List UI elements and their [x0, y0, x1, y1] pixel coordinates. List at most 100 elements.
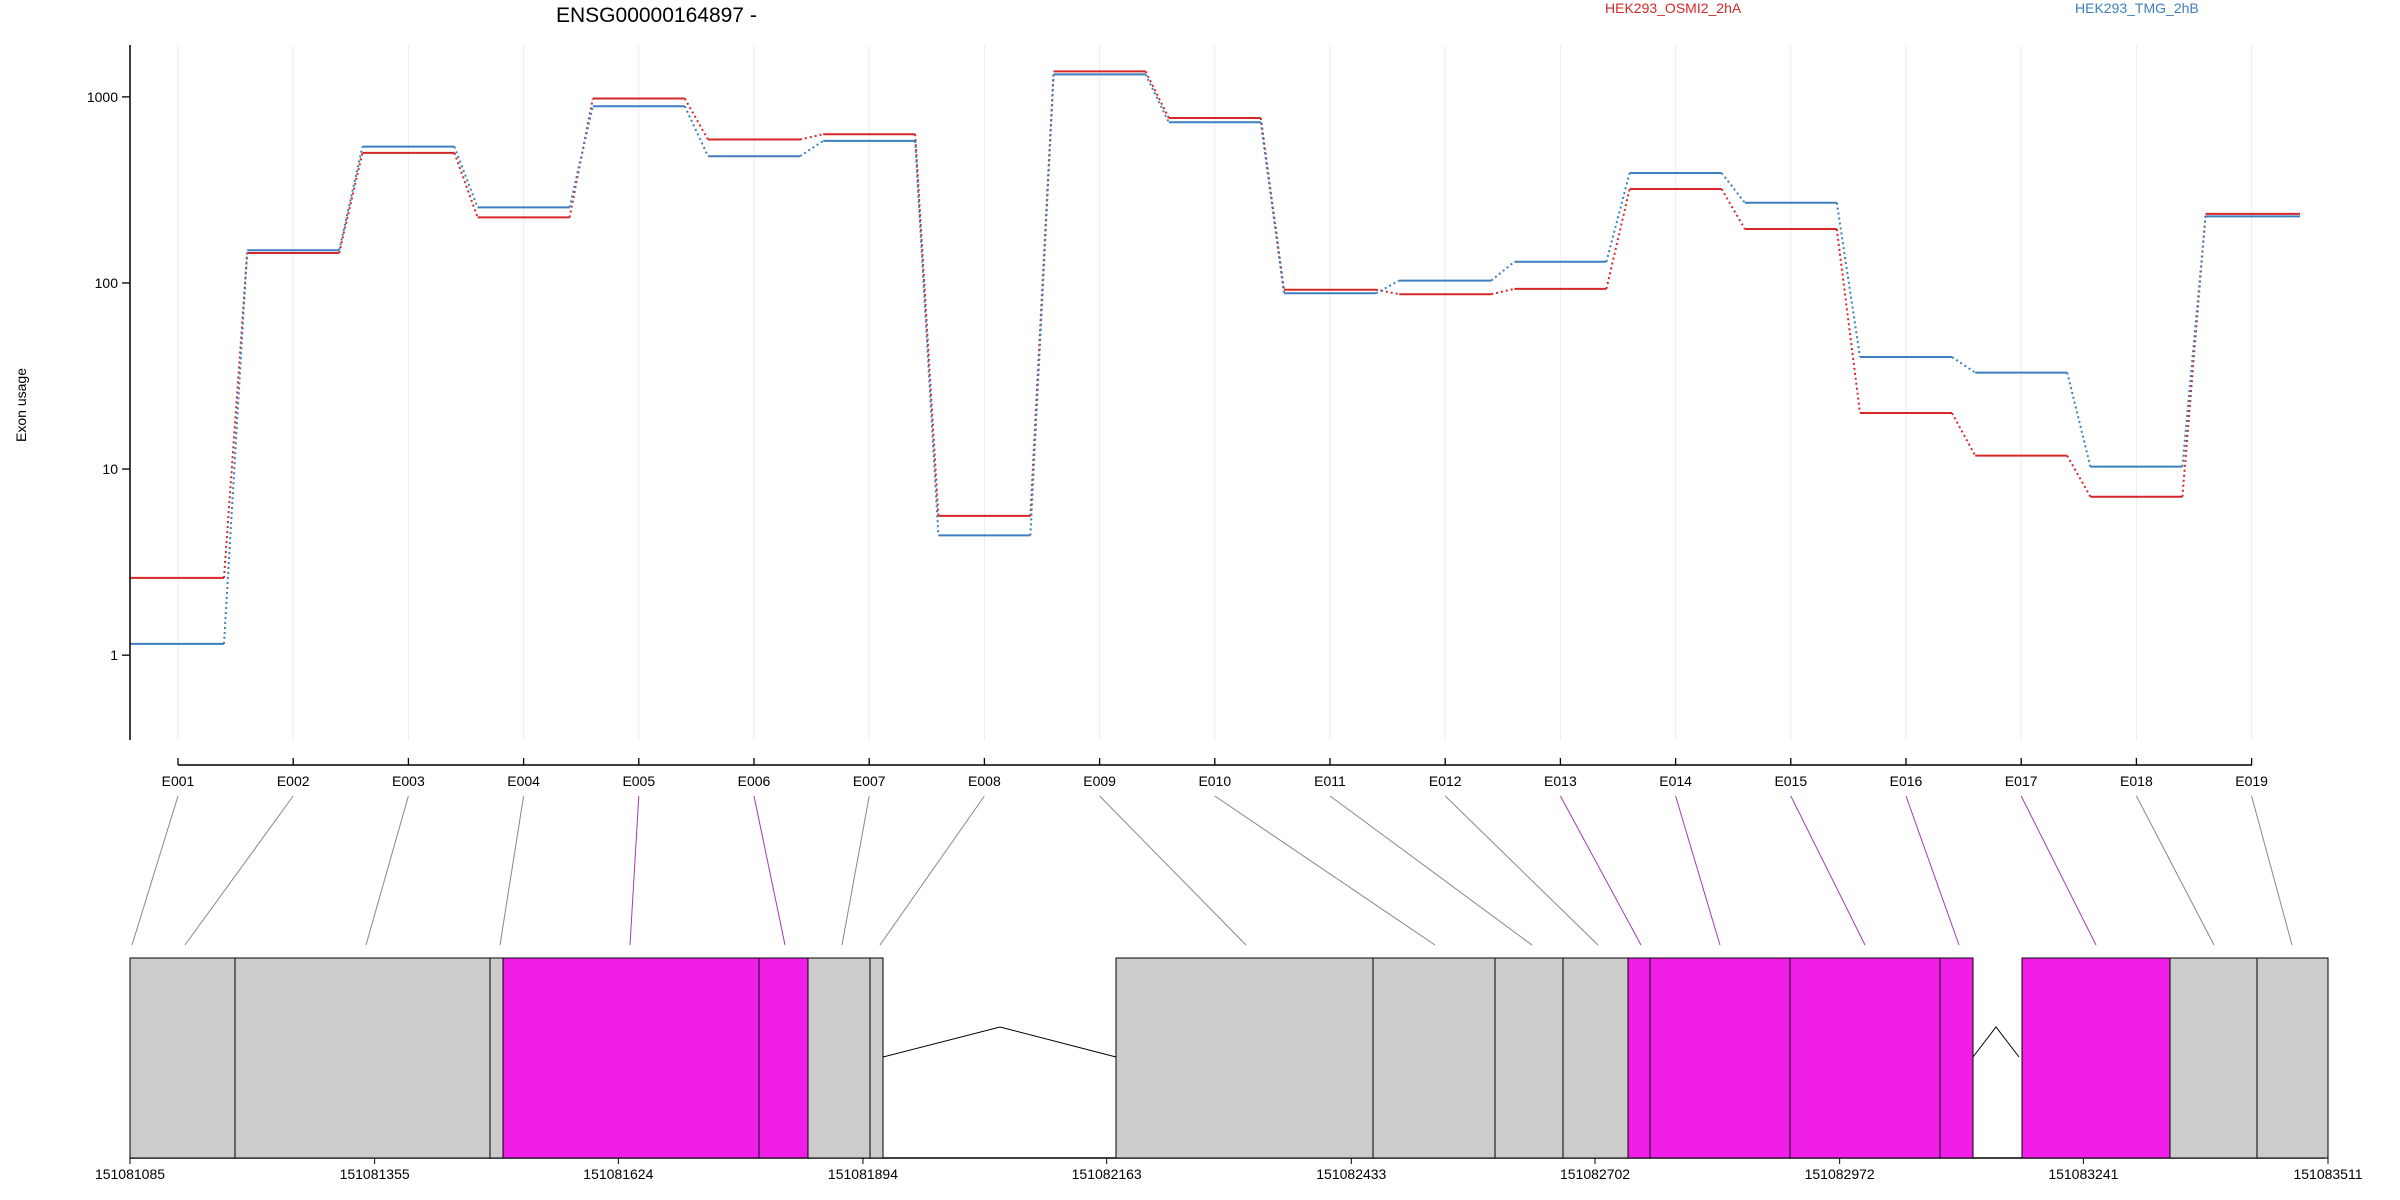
- chart-title: ENSG00000164897 -: [556, 4, 757, 27]
- y-tick-label: 10: [102, 461, 118, 477]
- y-axis-label: Exon usage: [13, 368, 29, 442]
- x-tick-label: E016: [1890, 773, 1923, 789]
- series-connector: [2066, 372, 2092, 467]
- series-connector: [1490, 287, 1515, 296]
- coordinate-tick-label: 151083511: [2293, 1166, 2362, 1182]
- x-tick-label: E009: [1083, 773, 1116, 789]
- series-connector: [1835, 228, 1861, 414]
- series-connector: [2066, 455, 2092, 498]
- exon-connector-line: [2251, 795, 2293, 946]
- y-tick-label: 1000: [87, 89, 118, 105]
- x-tick-label: E011: [1314, 773, 1346, 789]
- coordinate-tick-label: 151082702: [1560, 1166, 1630, 1182]
- series-connector: [799, 140, 824, 158]
- exon-bin: [807, 957, 871, 1159]
- exon-connector-line: [365, 795, 409, 946]
- exon-connector-line: [1214, 795, 1436, 946]
- x-tick-label: E013: [1544, 773, 1577, 789]
- x-tick-label: E005: [622, 773, 655, 789]
- x-ticks: E001 E002 E003 E004 E005 E006 E007 E008 E009 E010…: [162, 758, 2268, 789]
- exon-connector-line: [1905, 795, 1960, 946]
- coordinate-tick-label: 151081355: [340, 1166, 410, 1182]
- exon-bin: [2256, 957, 2329, 1159]
- x-tick-label: E007: [853, 773, 886, 789]
- series-connector: [1835, 202, 1861, 358]
- x-tick-label: E001: [162, 773, 195, 789]
- series-lines: [130, 70, 2300, 645]
- exon-connector-line: [499, 795, 525, 946]
- y-tick-label: 100: [95, 275, 119, 291]
- series-connector: [1951, 412, 1977, 457]
- y-ticks: 1 10 100 1000: [87, 89, 130, 663]
- exon-connector-line: [1559, 795, 1642, 946]
- y-tick-label: 1: [110, 647, 118, 663]
- highlighted-exon-bin: [1627, 957, 1651, 1159]
- exon-connector-line: [753, 795, 786, 946]
- series-connector: [1375, 288, 1400, 296]
- series-connector: [223, 252, 249, 579]
- x-tick-label: E017: [2005, 773, 2038, 789]
- exon-bin: [1494, 957, 1564, 1159]
- x-tick-label: E004: [507, 773, 540, 789]
- exon-connector-line: [1790, 795, 1866, 946]
- series-connector: [1259, 117, 1285, 290]
- coordinate-tick-label: 151081085: [95, 1166, 165, 1182]
- exon-connector-line: [2135, 795, 2215, 946]
- exon-connector-line: [879, 795, 985, 946]
- x-tick-label: E010: [1198, 773, 1231, 789]
- grid-lines: [177, 45, 2253, 740]
- series-connector: [568, 106, 594, 208]
- exon-bin: [1372, 957, 1496, 1159]
- intron-line: [882, 1026, 1117, 1058]
- exon-bin: [234, 957, 491, 1159]
- coordinate-tick-label: 151082163: [1072, 1166, 1142, 1182]
- exon-connector-line: [131, 795, 179, 946]
- exon-bin: [1562, 957, 1629, 1159]
- series-connector: [223, 250, 249, 644]
- x-tick-label: E006: [738, 773, 771, 789]
- series-connector: [683, 105, 709, 157]
- exon-bin: [869, 957, 884, 1159]
- series-connector: [1720, 188, 1746, 230]
- genomic-coordinates: 151081085 151081355 151081624 151081894 1510…: [95, 1158, 2363, 1182]
- exon-connector-line: [1099, 795, 1247, 946]
- exon-connector-line: [1675, 795, 1721, 946]
- x-tick-label: E014: [1659, 773, 1692, 789]
- x-tick-label: E015: [1774, 773, 1807, 789]
- series-connector: [1490, 260, 1516, 282]
- legend-series-2: HEK293_TMG_2hB: [2075, 0, 2199, 16]
- coordinate-tick-label: 151082433: [1316, 1166, 1386, 1182]
- highlighted-exon-bin: [758, 957, 809, 1159]
- exon-connector-line: [2020, 795, 2097, 946]
- exon-connector-line: [841, 795, 870, 946]
- exon-bin: [1115, 957, 1374, 1159]
- x-tick-label: E018: [2120, 773, 2153, 789]
- series-connector: [1144, 74, 1170, 123]
- series-connector: [1951, 356, 1976, 374]
- exon-connector-line: [1444, 795, 1599, 946]
- intron-line: [1972, 1026, 2020, 1058]
- series-connector: [453, 146, 479, 208]
- series-connector: [1720, 172, 1746, 204]
- series-connector: [453, 152, 479, 218]
- coordinate-tick-label: 151081894: [828, 1166, 898, 1182]
- coordinate-tick-label: 151081624: [583, 1166, 653, 1182]
- series-connector: [1029, 74, 1055, 536]
- series-connector: [1144, 70, 1170, 119]
- exon-bin: [2169, 957, 2258, 1159]
- series-connector: [2181, 216, 2207, 467]
- exon-connector-line: [184, 795, 294, 946]
- series-connector: [1259, 122, 1285, 294]
- highlighted-exon-bin: [1789, 957, 1941, 1159]
- exon-connector-line: [629, 795, 640, 946]
- exon-bin: [129, 957, 236, 1159]
- highlighted-exon-bin: [1649, 957, 1791, 1159]
- highlighted-exon-bin: [502, 957, 760, 1159]
- gene-model: [129, 957, 2329, 1159]
- series-connector: [1605, 188, 1631, 290]
- x-tick-label: E012: [1429, 773, 1462, 789]
- series-connector: [799, 133, 824, 141]
- series-connector: [914, 140, 940, 536]
- exon-connectors: [131, 795, 2293, 946]
